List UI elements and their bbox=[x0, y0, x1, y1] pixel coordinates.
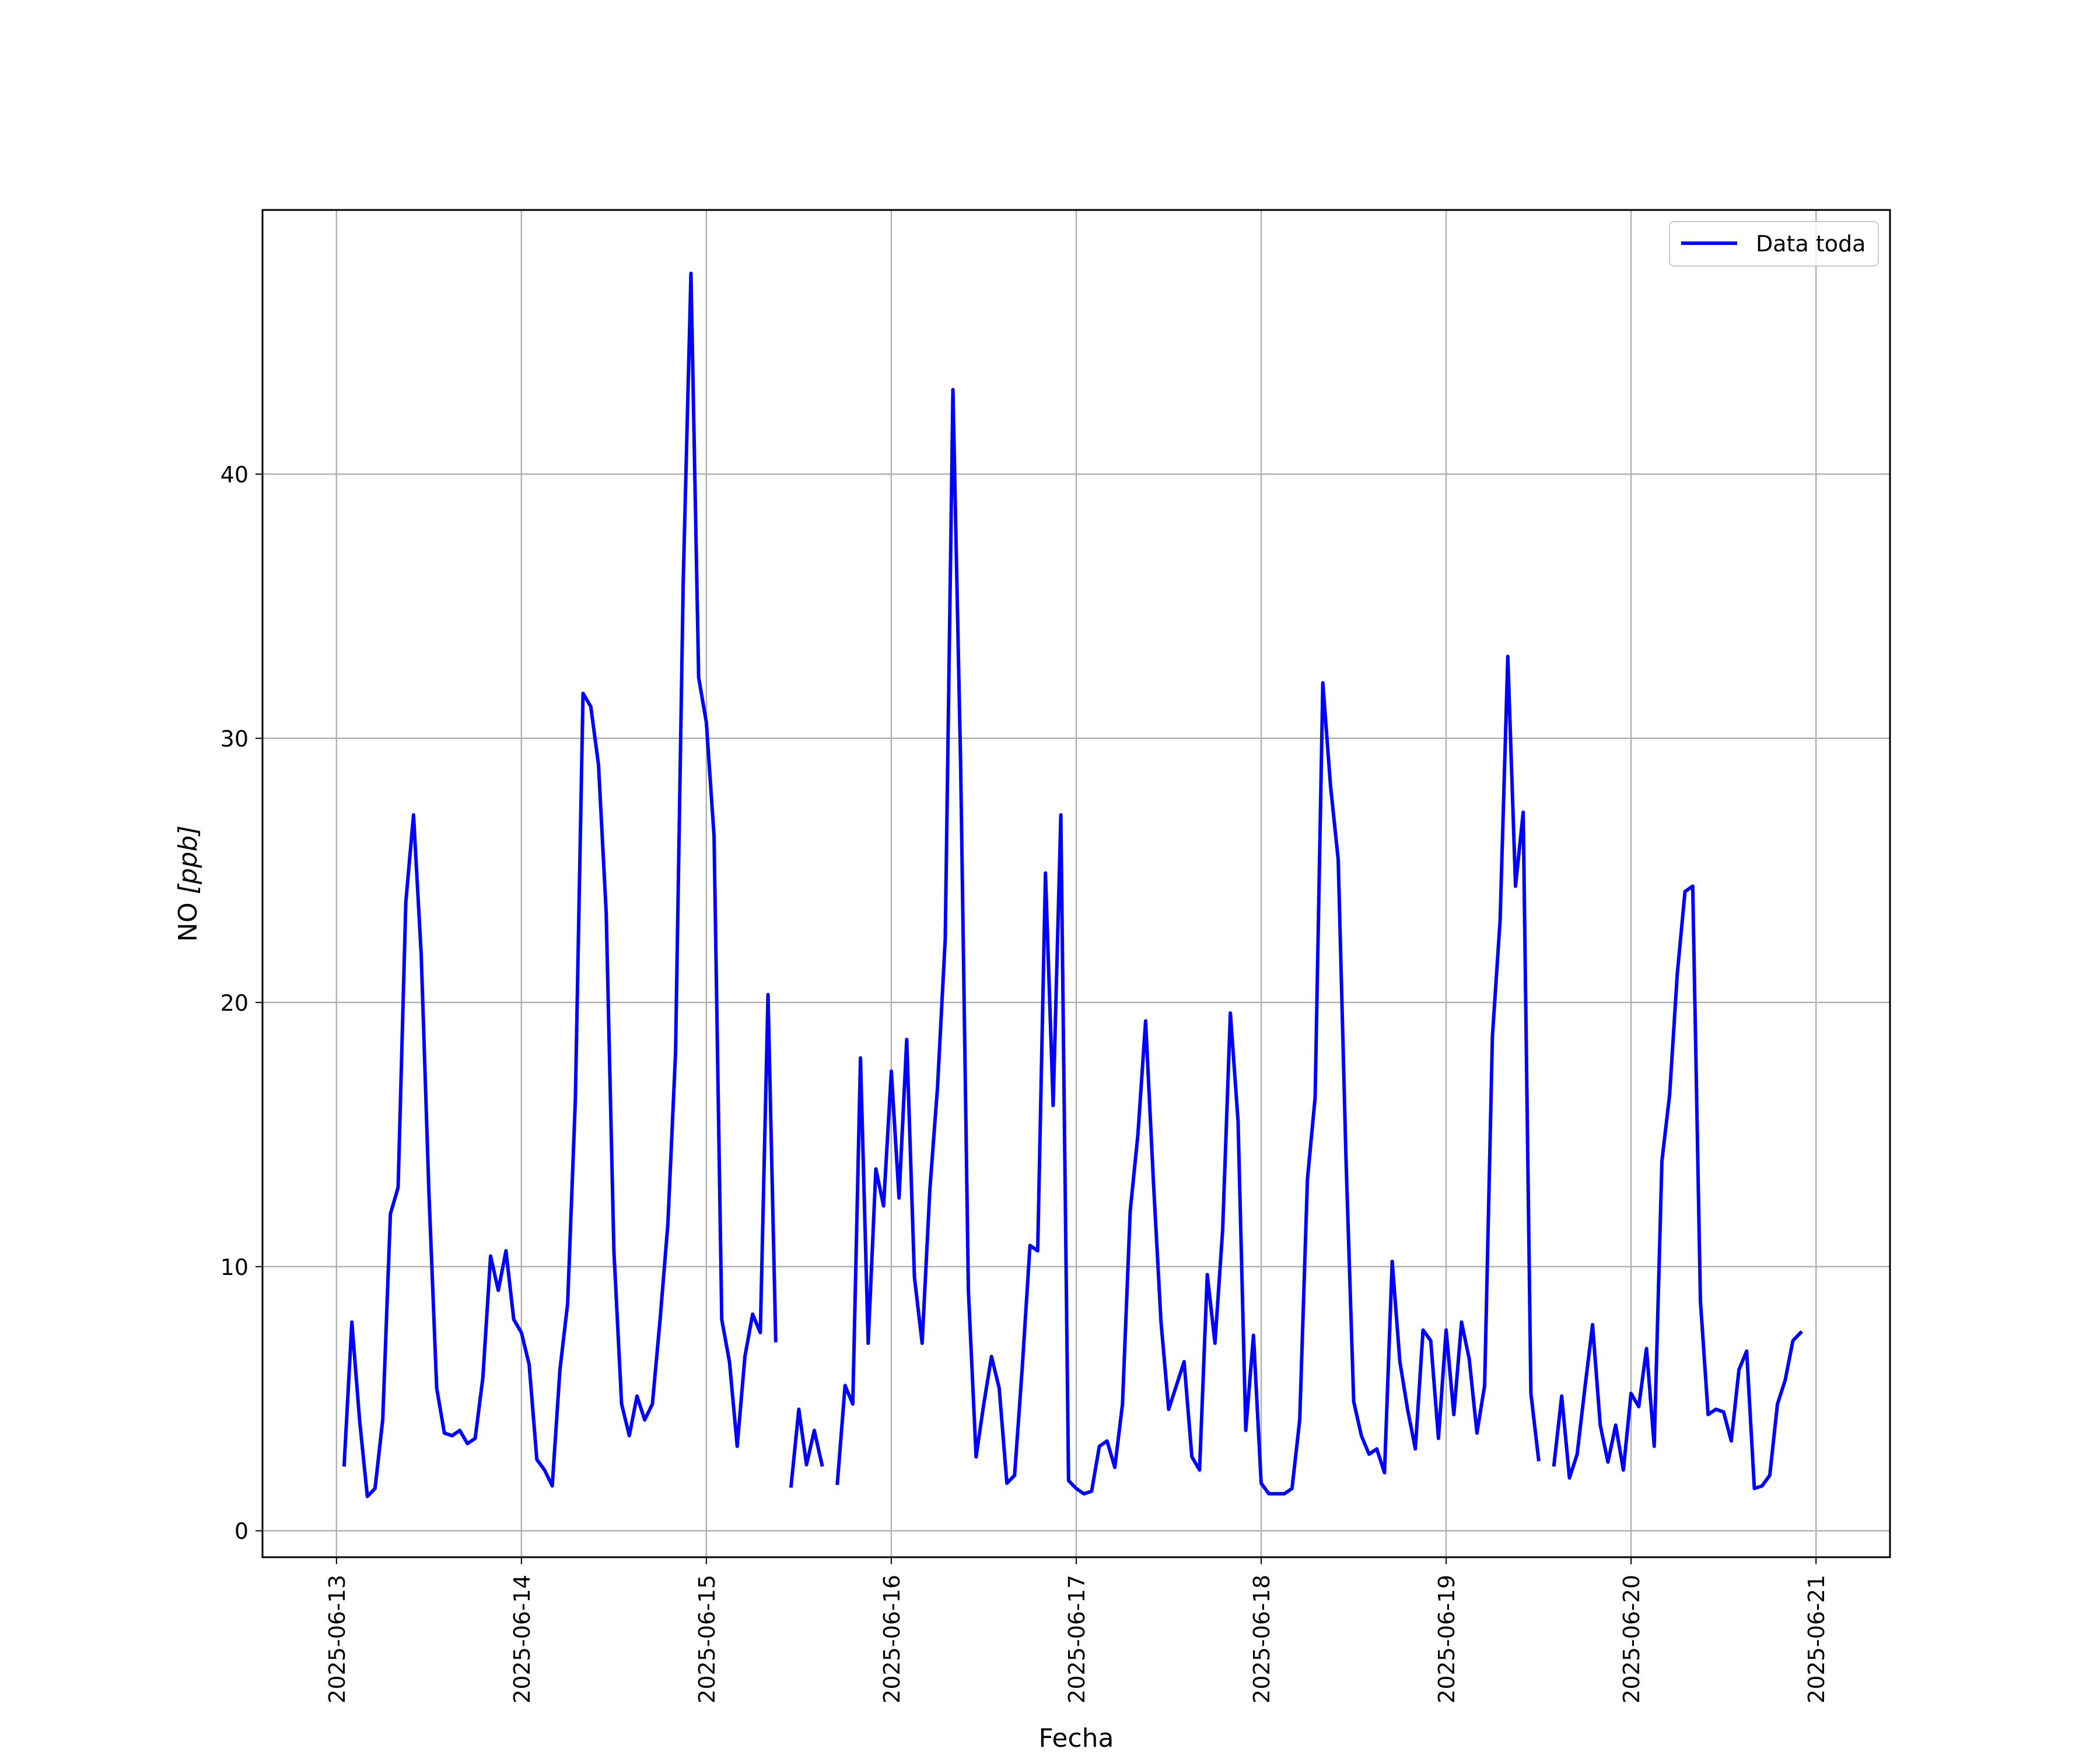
legend-box bbox=[1669, 221, 1879, 267]
x-tick-label: 2025-06-14 bbox=[509, 1575, 535, 1704]
y-tick-label: 10 bbox=[220, 1255, 249, 1280]
x-tick-label: 2025-06-13 bbox=[324, 1575, 350, 1704]
x-tick-label: 2025-06-18 bbox=[1249, 1575, 1275, 1704]
y-axis-label-text: NO bbox=[173, 894, 203, 942]
series-line-segment bbox=[789, 1407, 824, 1488]
y-axis-label-unit: [ppb] bbox=[173, 825, 203, 894]
grid-layer bbox=[262, 210, 1890, 1557]
x-tick-label: 2025-06-17 bbox=[1064, 1575, 1090, 1704]
x-axis-label: Fecha bbox=[1038, 1723, 1114, 1750]
series-line-segment bbox=[835, 388, 1541, 1496]
x-tick-label: 2025-06-20 bbox=[1619, 1575, 1644, 1704]
y-axis-ticks: 0 10 20 30 40 bbox=[220, 462, 262, 1544]
y-tick-label: 20 bbox=[220, 990, 249, 1016]
y-tick-label: 30 bbox=[220, 726, 249, 752]
x-tick-label: 2025-06-21 bbox=[1804, 1575, 1829, 1704]
x-axis-ticks: 2025-06-13 2025-06-14 2025-06-15 2025-06-16… bbox=[324, 1557, 1829, 1704]
legend: Data toda bbox=[1669, 221, 1879, 267]
legend-label: Data toda bbox=[1756, 231, 1866, 257]
series-line-segment bbox=[1552, 884, 1804, 1491]
series-line-segment bbox=[342, 271, 778, 1498]
x-tick-label: 2025-06-16 bbox=[879, 1575, 905, 1704]
y-tick-label: 0 bbox=[235, 1519, 249, 1544]
y-axis-label: NO [ppb] bbox=[173, 825, 203, 942]
series-layer bbox=[342, 271, 1804, 1498]
y-tick-label: 40 bbox=[220, 462, 249, 488]
x-tick-label: 2025-06-15 bbox=[694, 1575, 720, 1704]
x-tick-label: 2025-06-19 bbox=[1434, 1575, 1460, 1704]
